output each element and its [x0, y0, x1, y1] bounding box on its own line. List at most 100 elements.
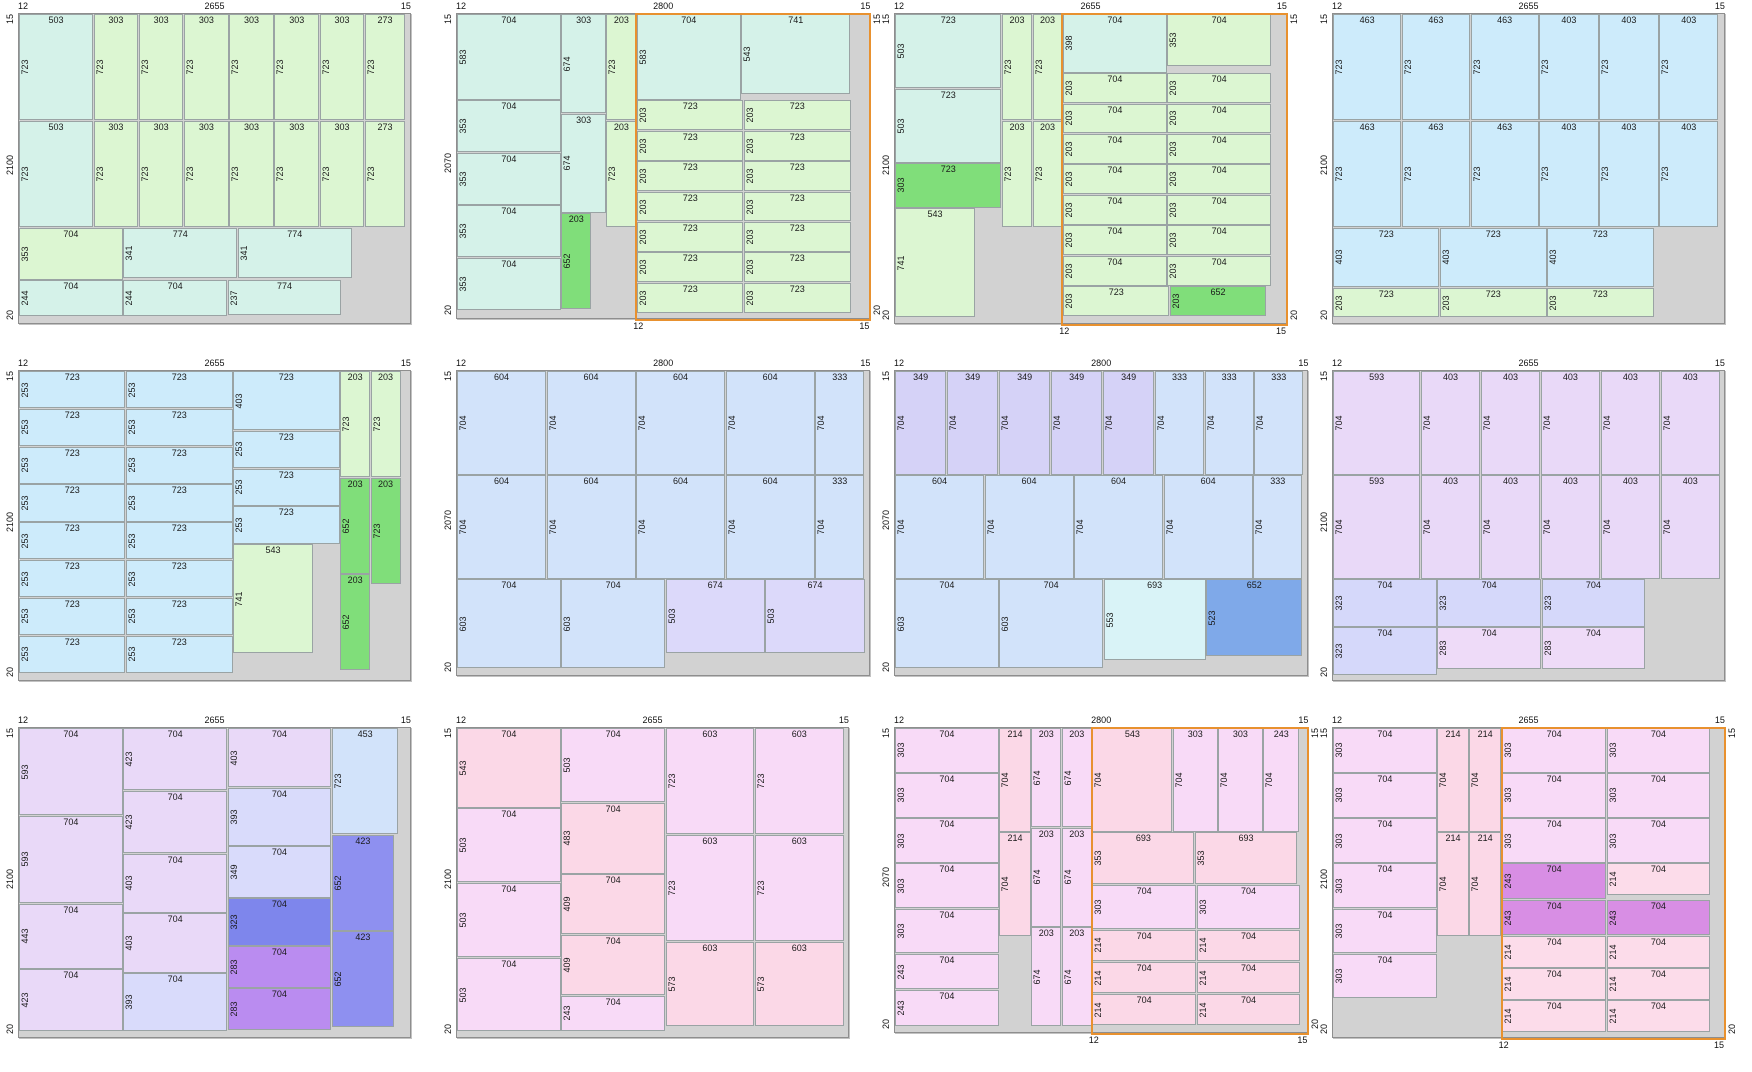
cut-piece[interactable]: 704 303	[1502, 728, 1606, 773]
cut-piece[interactable]: 423 652	[331, 931, 395, 1028]
cut-piece[interactable]: 704 214	[1606, 968, 1711, 1000]
cut-piece[interactable]: 203 674	[1061, 927, 1092, 1027]
cut-piece[interactable]: 723 253	[19, 559, 126, 598]
cut-piece[interactable]: 723 253	[19, 408, 126, 446]
cut-piece[interactable]: 203 723	[1002, 120, 1032, 228]
cut-piece[interactable]: 303 723	[184, 14, 229, 121]
cut-piece[interactable]: 349 704	[1050, 371, 1103, 475]
cut-piece[interactable]: 203 652	[340, 574, 371, 671]
cut-piece[interactable]: 704 423	[19, 969, 123, 1032]
cut-piece[interactable]: 704 403	[227, 728, 332, 788]
cut-piece[interactable]: 403 704	[1660, 371, 1720, 475]
cut-piece[interactable]: 723 203	[744, 130, 851, 161]
cut-piece[interactable]: 674 503	[765, 579, 865, 654]
cut-piece[interactable]: 704 203	[1167, 164, 1271, 195]
cut-piece[interactable]: 723 203	[636, 252, 744, 283]
cut-piece[interactable]: 303 704	[1218, 728, 1263, 832]
cut-piece[interactable]: 704 303	[1333, 863, 1437, 908]
cut-piece[interactable]: 704 398	[1063, 14, 1167, 73]
cut-piece[interactable]: 214 704	[1437, 832, 1469, 936]
cut-piece[interactable]: 303 723	[274, 14, 320, 121]
cut-piece[interactable]: 704 203	[1063, 103, 1167, 134]
cut-piece[interactable]: 704 323	[1437, 579, 1541, 627]
cut-piece[interactable]: 303 723	[319, 14, 365, 121]
cut-piece[interactable]: 723 203	[636, 130, 744, 161]
cut-piece[interactable]: 723 253	[19, 597, 126, 635]
cut-piece[interactable]: 723 203	[636, 222, 744, 252]
cut-piece[interactable]: 303 723	[274, 120, 320, 228]
cut-piece[interactable]: 403 704	[1600, 475, 1661, 579]
cut-piece[interactable]: 604 704	[725, 475, 815, 579]
cut-piece[interactable]: 333 704	[1154, 371, 1204, 475]
cut-piece[interactable]: 214 704	[999, 832, 1031, 936]
cut-piece[interactable]: 203 652	[340, 477, 371, 574]
cut-piece[interactable]: 723 253	[19, 484, 126, 522]
cut-piece[interactable]: 704 283	[1541, 627, 1646, 669]
cut-piece[interactable]: 603 573	[665, 941, 755, 1027]
cut-piece[interactable]: 243 704	[1263, 728, 1300, 832]
cut-piece[interactable]: 723 253	[126, 597, 233, 635]
cut-piece[interactable]: 693 353	[1195, 832, 1298, 884]
cut-piece[interactable]: 403 704	[1420, 475, 1481, 579]
cut-piece[interactable]: 214 704	[1469, 728, 1501, 832]
cut-piece[interactable]: 604 704	[457, 475, 546, 579]
cut-piece[interactable]: 604 704	[636, 371, 726, 475]
cut-piece[interactable]: 704 203	[1167, 225, 1271, 256]
cut-piece[interactable]: 723 403	[1333, 227, 1440, 288]
cut-piece[interactable]: 604 704	[895, 475, 984, 579]
cut-piece[interactable]: 704 409	[561, 874, 665, 935]
cut-piece[interactable]: 333 704	[1253, 475, 1303, 579]
cut-piece[interactable]: 203 723	[606, 14, 637, 121]
cut-piece[interactable]: 453 723	[331, 728, 399, 835]
cut-piece[interactable]: 203 674	[1061, 827, 1092, 927]
cut-piece[interactable]: 403 723	[1599, 120, 1659, 228]
cut-piece[interactable]: 723 253	[19, 446, 126, 484]
cut-piece[interactable]: 403 723	[1659, 120, 1719, 228]
cut-piece[interactable]: 333 704	[815, 475, 865, 579]
cut-piece[interactable]: 723 203	[636, 100, 744, 131]
cut-piece[interactable]: 704 409	[561, 934, 665, 996]
cut-piece[interactable]: 704 593	[19, 815, 123, 903]
cut-piece[interactable]: 333 704	[815, 371, 865, 475]
cut-piece[interactable]: 593 704	[1333, 371, 1421, 475]
cut-piece[interactable]: 723 203	[744, 100, 851, 131]
cut-piece[interactable]: 333 704	[1254, 371, 1304, 475]
cut-piece[interactable]: 723 253	[126, 484, 233, 522]
cut-piece[interactable]: 704 214	[1092, 961, 1197, 994]
cut-piece[interactable]: 723 203	[744, 282, 851, 313]
cut-piece[interactable]: 403 704	[1420, 371, 1481, 475]
cut-piece[interactable]: 704 603	[895, 579, 999, 668]
cut-piece[interactable]: 723 253	[19, 371, 126, 409]
cut-piece[interactable]: 723 253	[19, 522, 126, 560]
cut-piece[interactable]: 704 303	[1196, 884, 1301, 930]
cut-piece[interactable]: 704 203	[1167, 103, 1271, 134]
cut-piece[interactable]: 603 723	[665, 834, 755, 942]
cut-piece[interactable]: 704 203	[1063, 133, 1167, 164]
cut-piece[interactable]: 704 243	[895, 990, 999, 1026]
cut-piece[interactable]: 704 423	[123, 728, 227, 791]
cut-piece[interactable]: 203 723	[370, 371, 401, 478]
cut-piece[interactable]: 704 503	[561, 728, 665, 802]
cut-piece[interactable]: 704 244	[123, 280, 227, 317]
cut-piece[interactable]: 604 704	[546, 475, 636, 579]
cut-piece[interactable]: 704 303	[1333, 908, 1437, 954]
cut-piece[interactable]: 203 723	[370, 477, 401, 585]
cut-piece[interactable]: 704 214	[1196, 929, 1301, 962]
cut-piece[interactable]: 741 543	[741, 14, 851, 94]
cut-piece[interactable]: 704 323	[1333, 627, 1437, 675]
cut-piece[interactable]: 704 303	[895, 773, 999, 818]
cut-piece[interactable]: 774 237	[227, 280, 342, 316]
cut-piece[interactable]: 704 203	[1063, 225, 1167, 256]
cut-piece[interactable]: 704 423	[123, 790, 227, 853]
cut-piece[interactable]: 203 674	[1061, 728, 1092, 828]
cut-piece[interactable]: 704 403	[123, 853, 227, 913]
cut-piece[interactable]: 704 583	[636, 14, 741, 100]
cut-piece[interactable]: 723 203	[1333, 287, 1440, 318]
cut-piece[interactable]: 704 214	[1092, 929, 1197, 962]
cut-piece[interactable]: 723 253	[19, 635, 126, 673]
cut-piece[interactable]: 704 203	[1167, 133, 1271, 164]
cut-piece[interactable]: 704 303	[1502, 818, 1606, 863]
cut-piece[interactable]: 693 553	[1103, 579, 1206, 661]
cut-piece[interactable]: 593 704	[1333, 475, 1421, 579]
cut-piece[interactable]: 403 723	[1539, 120, 1599, 228]
